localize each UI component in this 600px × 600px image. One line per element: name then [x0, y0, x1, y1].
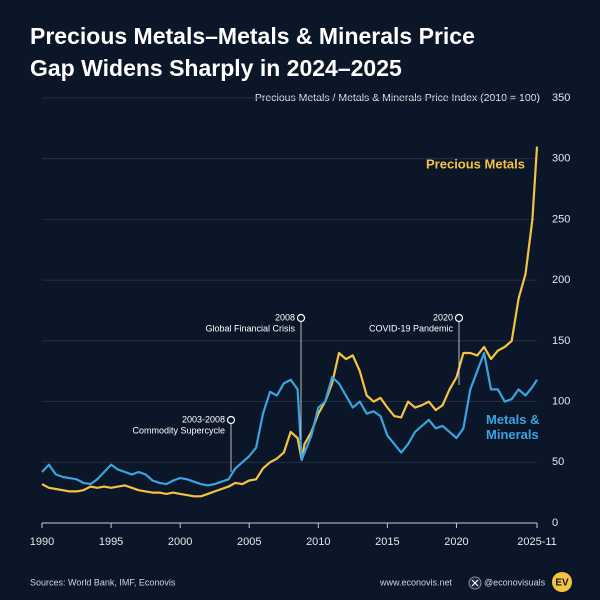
x-tick-label: 2010 — [306, 536, 330, 548]
handle: @econovisuals — [484, 577, 546, 587]
x-tick-label: 2025-11 — [517, 536, 557, 548]
x-icon-glyph — [471, 579, 479, 587]
y-tick-label: 100 — [552, 395, 570, 407]
x-tick-label: 1995 — [99, 536, 123, 548]
source: Sources: World Bank, IMF, Econovis — [30, 577, 176, 587]
annotation-text: COVID-19 Pandemic — [369, 323, 454, 333]
series-line — [41, 351, 538, 487]
y-tick-label: 250 — [552, 213, 570, 225]
website: www.econovis.net — [379, 577, 453, 587]
x-tick-label: 2005 — [237, 536, 261, 548]
series-line — [41, 146, 539, 498]
y-tick-label: 350 — [552, 92, 570, 104]
y-tick-label: 150 — [552, 335, 570, 347]
annotation-marker — [296, 313, 306, 323]
chart-title: Precious Metals–Metals & Minerals Price … — [30, 23, 475, 81]
x-tick-label: 2015 — [375, 536, 399, 548]
annotation-label: 2008 — [275, 312, 295, 322]
x-tick-label: 2020 — [444, 536, 468, 548]
y-tick-label: 0 — [552, 517, 558, 529]
annotation-marker — [454, 313, 464, 323]
annotation-text: Commodity Supercycle — [132, 425, 225, 435]
annotation-marker — [226, 415, 236, 425]
y-tick-label: 50 — [552, 456, 564, 468]
x-tick-label: 1990 — [30, 536, 54, 548]
y-tick-label: 300 — [552, 153, 570, 165]
series-label: Precious Metals — [426, 156, 525, 171]
annotation-text: Global Financial Crisis — [205, 323, 295, 333]
annotation-label: 2003-2008 — [182, 414, 225, 424]
logo-text: EV — [555, 578, 569, 589]
y-tick-label: 200 — [552, 274, 570, 286]
series-label: Metals & Minerals — [486, 412, 540, 442]
x-tick-label: 2000 — [168, 536, 192, 548]
logo — [552, 572, 572, 592]
annotation-label: 2020 — [433, 312, 453, 322]
